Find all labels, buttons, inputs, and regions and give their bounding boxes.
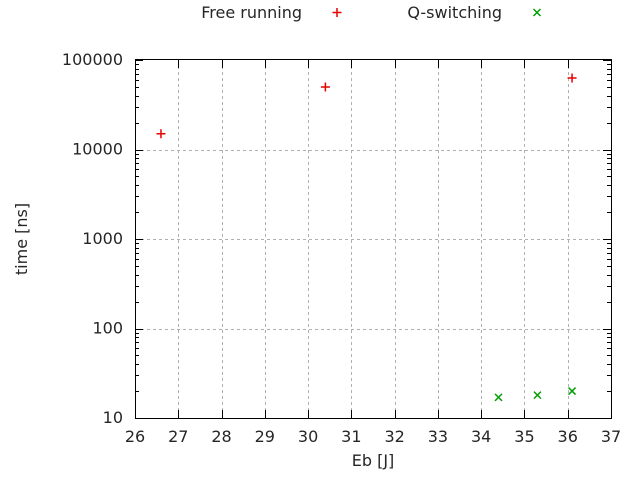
legend-entry-label: Free running	[201, 3, 302, 22]
y-tick-label: 10	[103, 408, 123, 427]
x-tick-label: 29	[255, 427, 275, 446]
y-axis-label: time [ns]	[12, 203, 31, 275]
data-point-q-switching	[568, 387, 577, 396]
x-tick-label: 26	[125, 427, 145, 446]
data-point-free-running	[156, 129, 166, 139]
legend-entry-label: Q-switching	[407, 3, 502, 22]
x-tick-label: 35	[514, 427, 534, 446]
data-point-free-running	[320, 82, 330, 92]
x-tick-label: 33	[428, 427, 448, 446]
x-tick-label: 31	[341, 427, 361, 446]
legend-marker-plus-icon	[332, 8, 342, 17]
y-tick-label: 100000	[62, 50, 123, 69]
x-tick-label: 28	[211, 427, 231, 446]
y-tick-label: 10000	[72, 140, 123, 159]
x-tick-label: 30	[298, 427, 318, 446]
data-point-q-switching	[494, 393, 503, 402]
plot-border	[135, 59, 612, 419]
x-axis-label: Eb [J]	[352, 451, 395, 470]
data-point-q-switching	[533, 391, 542, 400]
x-tick-label: 37	[601, 427, 621, 446]
data-point-free-running	[567, 73, 577, 83]
y-tick-label: 100	[92, 319, 123, 338]
x-tick-label: 27	[168, 427, 188, 446]
y-tick-label: 1000	[82, 229, 123, 248]
x-tick-label: 32	[384, 427, 404, 446]
legend-marker-cross-icon	[532, 8, 542, 17]
x-tick-label: 34	[471, 427, 491, 446]
x-tick-label: 36	[558, 427, 578, 446]
